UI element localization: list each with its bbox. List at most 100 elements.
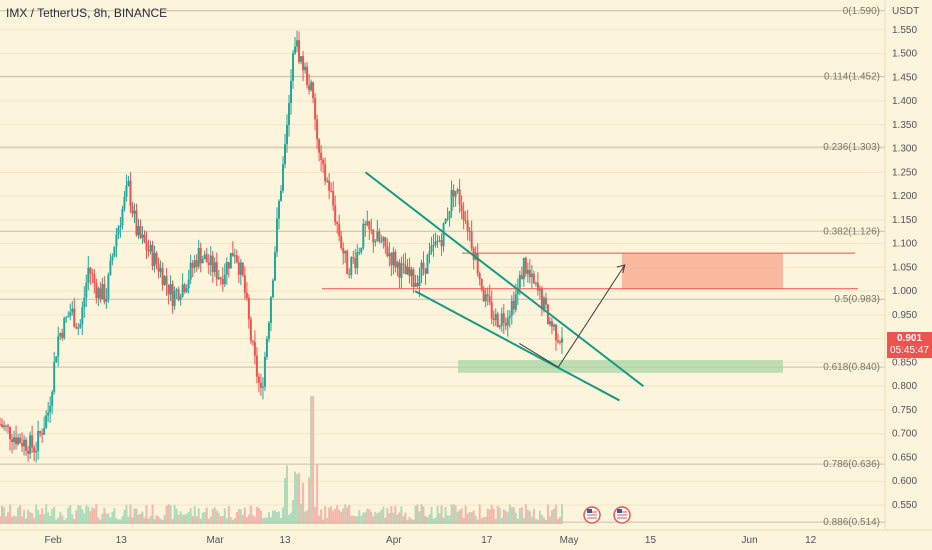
candle-body [155, 252, 158, 264]
time-tick-label: 15 [645, 535, 657, 546]
volume-bar [7, 512, 10, 524]
candle-body [532, 273, 535, 284]
volume-bar [9, 504, 12, 524]
candle-body [31, 435, 34, 448]
volume-bar [304, 511, 307, 524]
candle-body [390, 253, 393, 266]
volume-bar [27, 509, 30, 524]
volume-bar [23, 509, 26, 524]
candle-body [534, 282, 537, 284]
candle-body [430, 245, 433, 252]
volume-bar [302, 482, 305, 524]
candle-body [11, 439, 14, 443]
volume-bar [0, 516, 1, 524]
candle-body [454, 191, 457, 197]
candle-body [201, 259, 204, 264]
candle-body [107, 274, 110, 299]
candle-body [61, 333, 64, 338]
volume-bar [201, 512, 204, 524]
price-tick-label: 0.600 [892, 476, 917, 487]
volume-bar [97, 517, 100, 524]
candle-body [13, 437, 16, 443]
candle-body [560, 338, 563, 343]
volume-bar [350, 515, 353, 524]
candle-body [7, 425, 10, 427]
candle-body [342, 248, 345, 254]
volume-bar [55, 519, 58, 524]
volume-bar [486, 508, 489, 524]
volume-bar [51, 508, 54, 524]
candle-body [273, 252, 276, 281]
candle-body [277, 200, 280, 219]
volume-bar [129, 504, 132, 524]
candle-body [544, 297, 547, 305]
volume-bar [259, 510, 262, 524]
volume-bar [163, 515, 166, 524]
candle-body [149, 244, 152, 252]
fib-label: 0.786(0.636) [823, 459, 880, 470]
symbol-title[interactable]: IMX / TetherUS, 8h, BINANCE [6, 6, 168, 20]
candle-body [153, 252, 156, 267]
candle-body [328, 180, 331, 191]
candle-body [408, 266, 411, 277]
candle-body [344, 250, 347, 254]
volume-bar [422, 506, 425, 524]
candle-body [161, 268, 164, 286]
candle-body [63, 318, 66, 338]
candle-body [145, 242, 148, 251]
candle-body [1, 424, 4, 428]
volume-bar [530, 516, 533, 524]
volume-bar [478, 504, 481, 524]
volume-bar [522, 518, 525, 524]
price-tick-label: 0.650 [892, 452, 917, 463]
candle-body [51, 391, 54, 406]
volume-bar [318, 515, 321, 524]
volume-bar [458, 509, 461, 524]
volume-bar [69, 505, 72, 524]
candle-body [9, 426, 12, 440]
volume-bar [366, 508, 369, 524]
volume-bar [11, 516, 14, 524]
volume-bar [111, 511, 114, 524]
candle-body [267, 322, 270, 339]
candle-body [350, 257, 353, 276]
candle-body [346, 250, 349, 274]
candle-body [450, 190, 453, 212]
volume-bar [33, 517, 36, 524]
candle-body [223, 274, 226, 285]
candle-body [500, 313, 503, 326]
price-tick-label: 1.100 [892, 239, 917, 250]
volume-bar [450, 504, 453, 524]
candle-body [358, 252, 361, 254]
volume-bar [398, 512, 401, 524]
volume-bar [249, 505, 252, 524]
volume-bar [169, 505, 172, 524]
candle-body [434, 241, 437, 246]
candle-body [89, 267, 92, 274]
volume-bar [53, 506, 56, 524]
volume-bar [452, 504, 455, 524]
candle-body [71, 308, 74, 313]
candle-body [177, 289, 180, 300]
candle-body [47, 412, 50, 416]
candle-body [253, 342, 256, 356]
candle-body [354, 258, 357, 269]
candle-body [193, 260, 196, 268]
price-tick-label: 0.800 [892, 381, 917, 392]
candle-body [91, 273, 94, 275]
volume-bar [159, 518, 162, 524]
volume-bar [67, 507, 70, 524]
candle-body [59, 333, 62, 337]
volume-bar [438, 513, 441, 524]
candle-body [418, 276, 421, 287]
candle-body [23, 439, 26, 447]
candle-body [185, 288, 188, 292]
candle-body [546, 304, 549, 325]
candle-body [219, 277, 222, 279]
candle-body [404, 264, 407, 275]
volume-bar [326, 517, 329, 524]
candle-body [378, 231, 381, 242]
candle-body [550, 321, 553, 327]
volume-bar [221, 516, 224, 524]
